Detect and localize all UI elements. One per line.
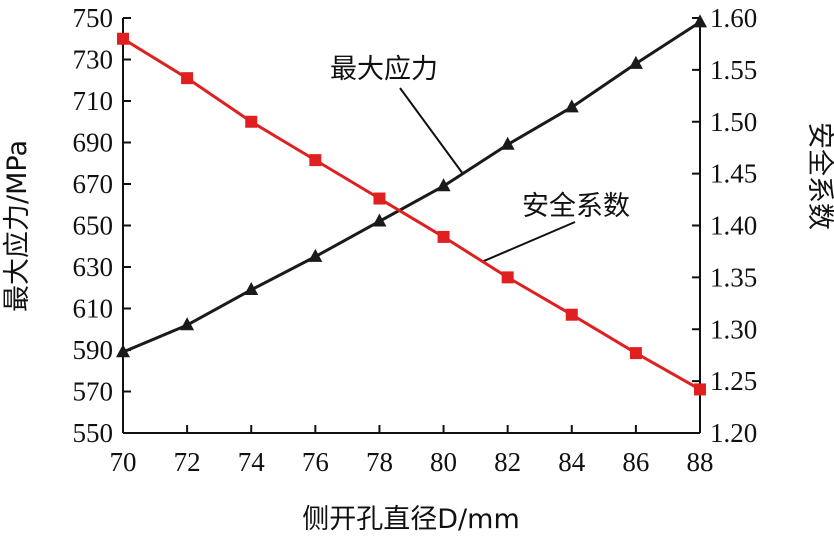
annotation-max-stress: 最大应力 [330, 54, 438, 85]
x-axis-title: 侧开孔直径D/mm [302, 504, 520, 535]
labels-layer: 侧开孔直径D/mm 最大应力/MPa 安全系数 最大应力 安全系数 [2, 54, 834, 535]
y-right-tick-label: 1.45 [710, 159, 757, 189]
safety-factor-series-line [122, 37, 701, 391]
x-tick-label: 88 [687, 447, 714, 477]
y-left-tick-label: 570 [73, 377, 114, 407]
y-left-tick-label: 610 [73, 294, 114, 324]
max-stress-series-line [122, 20, 701, 354]
series-layer [116, 14, 707, 396]
y-left-tick-label: 730 [73, 45, 114, 75]
x-tick-label: 78 [366, 447, 393, 477]
max-stress-point [308, 248, 323, 262]
y-right-tick-label: 1.30 [710, 314, 757, 344]
y-left-tick-label: 750 [73, 3, 114, 33]
y-right-tick-label: 1.60 [710, 3, 757, 33]
y-right-tick-label: 1.25 [710, 366, 757, 396]
safety-factor-point [694, 383, 706, 396]
safety-factor-point [181, 72, 194, 85]
safety-factor-point [117, 32, 129, 45]
safety-factor-point [565, 308, 578, 321]
y-left-tick-label: 550 [73, 418, 114, 448]
safety-factor-point [309, 154, 322, 167]
max-stress-point [693, 14, 707, 28]
safety-factor-point [245, 115, 258, 128]
y-left-tick-label: 590 [73, 335, 114, 365]
y-right-tick-label: 1.35 [710, 262, 757, 292]
annotation-leader-max-stress [399, 87, 464, 175]
safety-factor-point [437, 230, 450, 243]
max-stress-point [628, 55, 643, 69]
safety-factor-point [373, 192, 386, 205]
y-right-tick-label: 1.20 [710, 418, 757, 448]
safety-factor-point [501, 271, 514, 284]
y-left-tick-label: 650 [73, 211, 114, 241]
x-tick-label: 70 [110, 447, 137, 477]
annotation-safety-factor: 安全系数 [522, 191, 630, 222]
x-tick-label: 86 [622, 447, 649, 477]
y-left-tick-label: 690 [73, 128, 114, 158]
y-right-tick-label: 1.40 [710, 211, 757, 241]
y-axis-right-title: 安全系数 [804, 122, 834, 230]
y-axis-left-title: 最大应力/MPa [2, 140, 33, 312]
x-tick-label: 84 [558, 447, 586, 477]
safety-factor-point [629, 347, 642, 360]
x-tick-label: 82 [494, 447, 521, 477]
y-right-tick-label: 1.55 [710, 55, 757, 85]
axes: 70 72 74 76 78 80 82 84 86 88 550 570 590 610 630 650 67… [73, 3, 758, 477]
x-tick-label: 74 [238, 447, 266, 477]
max-stress-point [372, 213, 387, 227]
max-stress-point [436, 178, 451, 192]
max-stress-point [244, 282, 259, 296]
y-left-tick-label: 710 [73, 86, 114, 116]
max-stress-point [564, 99, 579, 113]
max-stress-point [116, 344, 130, 358]
y-left-tick-label: 630 [73, 252, 114, 282]
x-tick-label: 72 [174, 447, 201, 477]
x-tick-label: 76 [302, 447, 329, 477]
max-stress-point [180, 317, 195, 331]
max-stress-point [500, 136, 515, 150]
y-left-tick-label: 670 [73, 169, 114, 199]
annotation-leader-safety-factor [481, 221, 576, 263]
x-tick-label: 80 [430, 447, 457, 477]
y-right-tick-label: 1.50 [710, 107, 757, 137]
